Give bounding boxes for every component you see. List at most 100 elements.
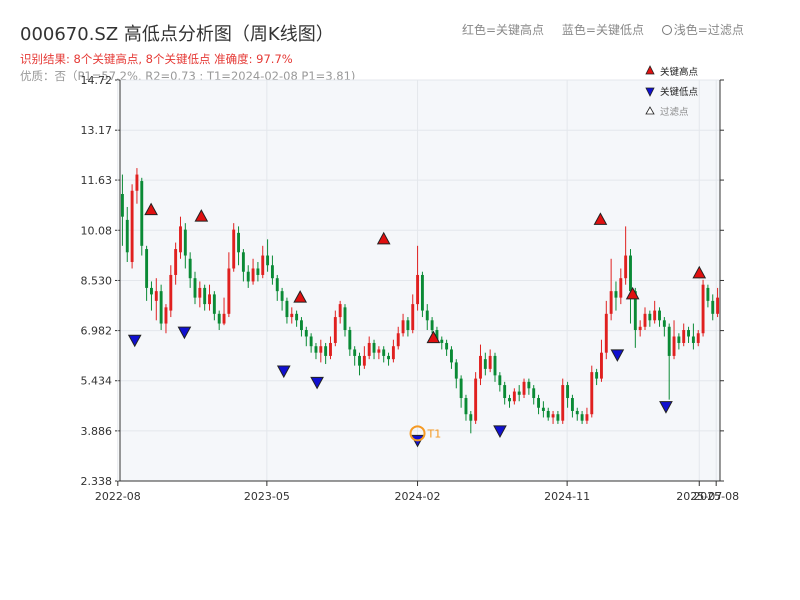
y-tick-label: 6.982 [81, 325, 113, 338]
legend-high-marker [645, 65, 655, 75]
candle-body [662, 320, 666, 327]
candle-body [570, 398, 574, 411]
key-high-marker [376, 231, 391, 245]
header-legend-filtered-label: 浅色=过滤点 [673, 23, 744, 37]
candle-body [164, 307, 168, 324]
candle-body [411, 304, 415, 331]
candle-body [488, 355, 492, 369]
legend-label: 过滤点 [660, 106, 689, 118]
y-tick-label: 5.434 [81, 375, 113, 388]
candle-body [600, 352, 603, 379]
candle-body [474, 378, 478, 421]
candle-body [624, 255, 628, 279]
candle-body [333, 317, 337, 343]
y-tick-label: 8.530 [81, 274, 113, 287]
candle-body [546, 410, 550, 418]
header-legend-filtered: 浅色=过滤点 [661, 23, 758, 37]
candle-body [498, 375, 502, 386]
candle-body [130, 190, 134, 263]
candle-body [183, 229, 187, 256]
candle-body [459, 378, 463, 399]
candle-body [541, 407, 545, 411]
key-high-marker [194, 209, 209, 222]
candle-body [377, 349, 381, 353]
candle-body [367, 342, 371, 356]
candle-body [198, 287, 202, 298]
x-tick-label: 2024-11 [544, 490, 590, 503]
candle-body [493, 355, 497, 376]
candle-body [483, 359, 487, 369]
candle-body [469, 414, 473, 421]
key-high-marker [593, 212, 608, 225]
candle-body [324, 346, 328, 356]
candle-body [348, 330, 352, 350]
candle-body [595, 372, 599, 379]
candle-body [716, 297, 720, 314]
candle-body [682, 330, 686, 343]
candle-body [280, 291, 284, 301]
candle-body [648, 313, 652, 321]
key-high-marker [293, 290, 308, 303]
candle-body [527, 381, 531, 389]
candle-body [658, 310, 661, 321]
candle-body [319, 346, 323, 353]
y-tick-label: 14.72 [81, 74, 113, 87]
candle-body [619, 278, 623, 298]
candle-body [256, 268, 260, 275]
candle-body [309, 336, 313, 347]
x-tick-label: 2022-08 [95, 490, 141, 503]
candle-body [416, 274, 420, 305]
candle-body [537, 398, 540, 408]
candle-body [193, 278, 197, 298]
candle-body [425, 310, 429, 321]
candle-body [609, 291, 613, 314]
candle-body [295, 313, 299, 321]
header-legend-high: 红色=关键高点 [462, 23, 545, 37]
candle-body [396, 333, 400, 347]
key-low-marker [177, 326, 192, 340]
candle-body [135, 174, 139, 191]
candle-body [261, 255, 265, 275]
candle-body [329, 342, 332, 356]
candle-body [188, 258, 192, 279]
candle-body [667, 326, 671, 356]
candle-body [338, 304, 342, 318]
candle-body [266, 255, 270, 266]
candle-body [517, 391, 521, 395]
candle-body [387, 355, 390, 360]
candle-body [711, 300, 715, 314]
legend-label: 关键高点 [660, 66, 699, 78]
candle-body [217, 313, 221, 324]
candle-body [580, 414, 584, 421]
candle-body [706, 287, 710, 301]
key-high-marker [426, 330, 441, 344]
candle-body [314, 346, 318, 353]
candle-body [561, 385, 565, 421]
candle-body [145, 249, 149, 288]
candle-body [430, 320, 434, 331]
candle-body [643, 313, 647, 327]
candle-body [208, 294, 211, 305]
candle-body [174, 249, 178, 275]
candle-body [362, 355, 366, 366]
candle-body [275, 278, 279, 292]
candle-body [391, 346, 395, 360]
candle-body [512, 391, 516, 402]
candle-body [343, 307, 347, 331]
y-tick-label: 11.63 [81, 174, 113, 187]
candle-body [503, 385, 507, 399]
legend-label: 关键低点 [660, 86, 699, 98]
candle-body [237, 232, 240, 253]
candle-body [464, 398, 468, 415]
candle-body [372, 342, 376, 353]
key-high-marker [144, 202, 158, 216]
legend-low-marker [645, 87, 655, 97]
legend-filtered-marker [645, 106, 655, 115]
candle-body [290, 313, 294, 318]
y-tick-label: 13.17 [81, 124, 113, 137]
candle-body [551, 414, 555, 418]
x-tick-label: 2023-05 [244, 490, 290, 503]
key-low-marker [310, 376, 324, 390]
candle-body [585, 414, 589, 421]
